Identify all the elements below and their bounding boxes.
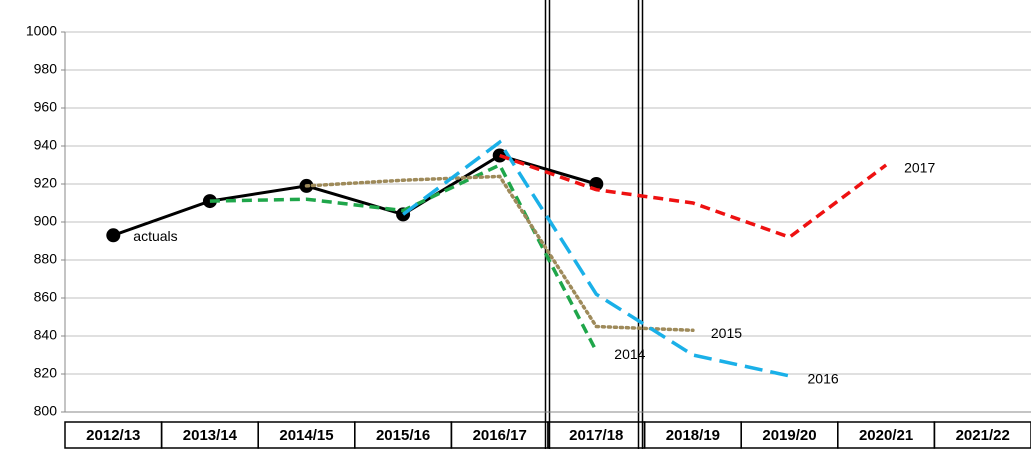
y-tick-label: 800 <box>34 403 58 419</box>
series-label: 2016 <box>808 371 839 387</box>
series-line <box>112 153 597 237</box>
x-tick-label: 2016/17 <box>473 427 527 444</box>
x-tick-label: 2020/21 <box>859 427 913 444</box>
y-tick-label: 980 <box>34 61 58 77</box>
series-label: 2014 <box>614 346 645 362</box>
x-tick-label: 2018/19 <box>666 427 720 444</box>
x-tick-label: 2021/22 <box>956 427 1010 444</box>
y-tick-label: 940 <box>34 137 58 153</box>
y-tick-label: 860 <box>34 289 58 305</box>
y-tick-label: 900 <box>34 213 58 229</box>
series-label: 2017 <box>904 160 935 176</box>
x-tick-label: 2013/14 <box>183 427 238 444</box>
y-tick-label: 880 <box>34 251 58 267</box>
series-line <box>304 174 695 333</box>
y-tick-label: 920 <box>34 175 58 191</box>
y-tick-label: 820 <box>34 365 58 381</box>
y-tick-label: 1000 <box>26 23 57 39</box>
x-tick-label: 2014/15 <box>279 427 333 444</box>
series-label: 2015 <box>711 325 742 341</box>
series-label: actuals <box>133 228 177 244</box>
x-tick-label: 2019/20 <box>762 427 816 444</box>
series-line <box>499 153 888 240</box>
category-cell <box>933 421 1031 449</box>
y-tick-label: 960 <box>34 99 58 115</box>
y-tick-label: 840 <box>34 327 58 343</box>
x-tick-label: 2015/16 <box>376 427 430 444</box>
x-tick-label: 2017/18 <box>569 427 623 444</box>
series-line <box>402 139 790 378</box>
marker <box>106 228 121 243</box>
x-tick-label: 2012/13 <box>86 427 140 444</box>
